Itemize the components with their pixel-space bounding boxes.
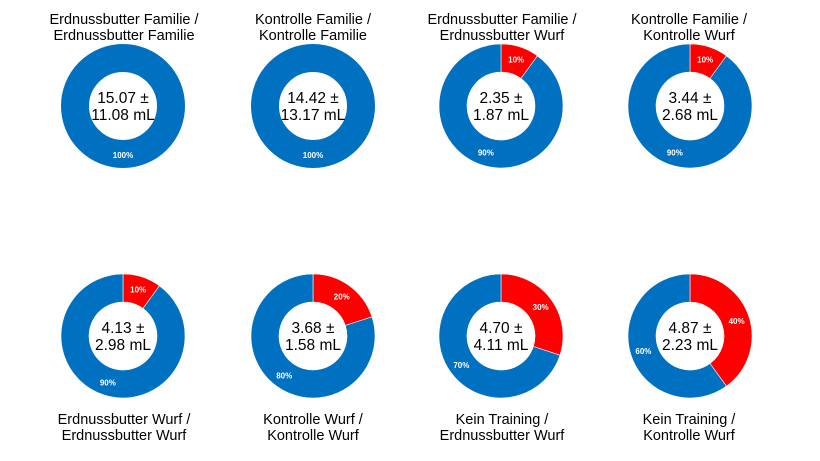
donut-slice-blue	[250, 273, 376, 399]
chart-title-line: Erdnussbutter Wurf	[61, 428, 187, 444]
chart-title-line: Kontrolle Familie	[259, 28, 367, 44]
chart-title-6: Kontrolle Wurf / Kontrolle Wurf	[223, 412, 403, 444]
slice-label: 40%	[729, 317, 745, 326]
slice-label: 90%	[478, 149, 494, 158]
chart-title-5: Erdnussbutter Wurf / Erdnussbutter Wurf	[34, 412, 214, 444]
center-value-label: 4.11 mL	[474, 337, 529, 354]
center-value-label: 3.68 ±	[292, 320, 335, 337]
center-value-label: 15.07 ±	[97, 90, 149, 107]
slice-label: 60%	[635, 347, 651, 356]
center-value-label: 4.70 ±	[480, 320, 523, 337]
slice-label: 90%	[667, 149, 683, 158]
donut-slice-blue	[60, 273, 186, 399]
donut-slice-blue	[627, 273, 727, 399]
donut-slice-red	[689, 273, 753, 387]
center-value-label: 1.87 mL	[473, 107, 529, 124]
chart-title-8: Kein Training / Kontrolle Wurf	[599, 412, 779, 444]
chart-title-7: Kein Training / Erdnussbutter Wurf	[412, 412, 592, 444]
center-value-label: 3.44 ±	[669, 90, 712, 107]
center-value-label: 4.87 ±	[669, 320, 712, 337]
chart-title-2: Kontrolle Familie / Kontrolle Familie	[223, 12, 403, 44]
center-value-label: 2.23 mL	[662, 337, 718, 354]
chart-title-line: Erdnussbutter Wurf	[439, 28, 565, 44]
chart-title-line: Kontrolle Wurf	[643, 28, 735, 44]
donut-slice-blue	[627, 43, 753, 169]
chart-title-3: Erdnussbutter Familie / Erdnussbutter Wu…	[412, 12, 592, 44]
slice-label: 70%	[453, 361, 469, 370]
center-value-label: 2.35 ±	[480, 90, 523, 107]
chart-title-line: Kontrolle Familie /	[630, 12, 748, 28]
slice-label: 90%	[100, 379, 116, 388]
center-value-label: 13.17 mL	[281, 107, 346, 124]
donut-slice-blue	[61, 44, 185, 168]
chart-title-line: Kontrolle Wurf	[267, 428, 359, 444]
chart-title-line: Erdnussbutter Wurf	[439, 428, 565, 444]
center-value-label: 14.42 ±	[287, 90, 339, 107]
chart-title-line: Erdnussbutter Familie /	[49, 12, 199, 28]
chart-title-line: Erdnussbutter Familie /	[427, 12, 577, 28]
slice-label: 20%	[334, 292, 350, 301]
center-value-label: 1.58 mL	[285, 337, 341, 354]
slice-label: 80%	[276, 372, 292, 381]
chart-title-line: Erdnussbutter Wurf /	[57, 412, 191, 428]
center-value-label: 11.08 mL	[91, 107, 155, 124]
chart-title-1: Erdnussbutter Familie / Erdnussbutter Fa…	[34, 12, 214, 44]
chart-title-line: Kontrolle Wurf	[643, 428, 735, 444]
chart-title-line: Erdnussbutter Familie	[53, 28, 195, 44]
chart-title-4: Kontrolle Familie / Kontrolle Wurf	[599, 12, 779, 44]
chart-title-line: Kontrolle Wurf /	[263, 412, 363, 428]
chart-title-line: Kontrolle Familie /	[254, 12, 372, 28]
donut-slice-blue	[438, 273, 561, 399]
donut-slice-blue	[251, 44, 375, 168]
chart-title-line: Kein Training /	[455, 412, 549, 428]
chart-title-line: Kein Training /	[642, 412, 736, 428]
slice-label: 100%	[303, 151, 323, 160]
center-value-label: 2.98 mL	[95, 337, 151, 354]
center-value-label: 2.68 mL	[662, 107, 718, 124]
slice-label: 10%	[130, 285, 146, 294]
slice-label: 100%	[113, 151, 133, 160]
slice-label: 10%	[697, 55, 713, 64]
slice-label: 30%	[533, 303, 549, 312]
slice-label: 10%	[508, 55, 524, 64]
donut-slice-blue	[438, 43, 564, 169]
center-value-label: 4.13 ±	[102, 320, 145, 337]
